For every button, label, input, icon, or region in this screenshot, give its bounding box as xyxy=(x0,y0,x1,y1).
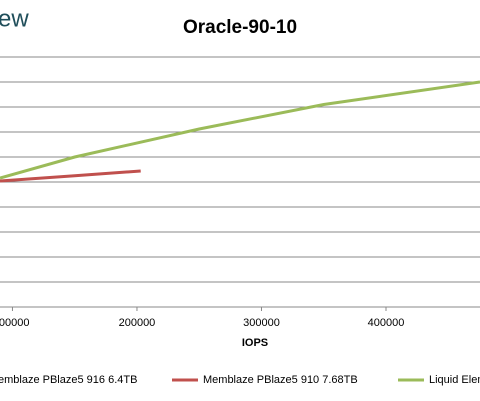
legend-label: emblaze PBlaze5 916 6.4TB xyxy=(0,374,137,386)
x-tick-label: 00000 xyxy=(0,317,29,329)
chart-title: Oracle-90-10 xyxy=(183,17,297,38)
legend-label: Memblaze PBlaze5 910 7.68TB xyxy=(203,374,358,386)
series-line xyxy=(0,80,480,180)
x-tick-label: 300000 xyxy=(243,317,280,329)
logo: ew xyxy=(0,5,29,32)
x-axis-label: IOPS xyxy=(242,337,268,349)
x-tick-label: 200000 xyxy=(119,317,156,329)
series-line xyxy=(0,169,141,183)
legend-label: Liquid Elem xyxy=(429,374,480,386)
x-tick-label: 400000 xyxy=(368,317,405,329)
